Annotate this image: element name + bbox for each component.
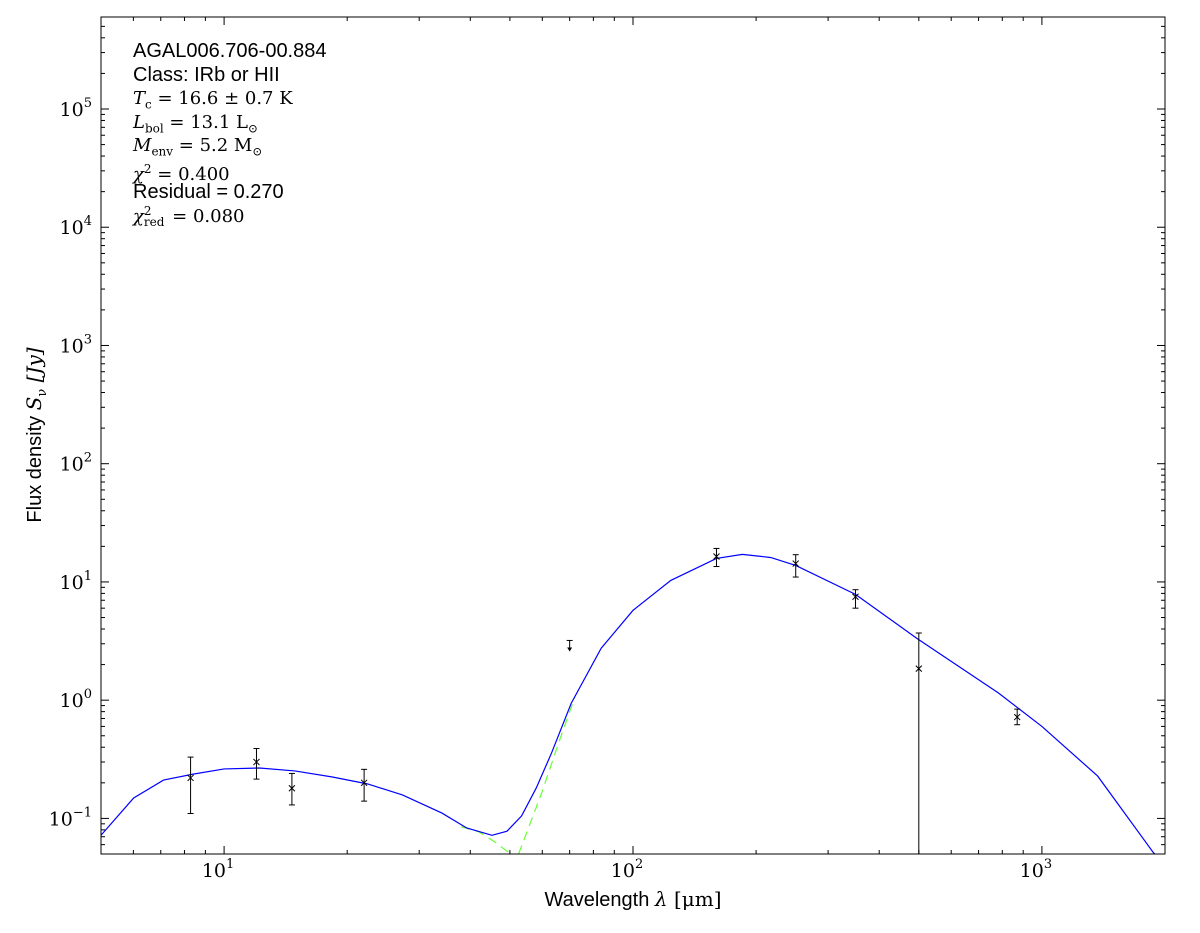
reduced-chi-squared-value: χ 2 red = 0.080 bbox=[133, 203, 245, 229]
model-total-line bbox=[101, 553, 1156, 854]
point-marker bbox=[253, 758, 260, 766]
y-axis-label: Flux density Sν [Jy] bbox=[22, 347, 50, 522]
y-tick-label: 102 bbox=[60, 451, 92, 476]
y-tick-label: 105 bbox=[60, 96, 92, 121]
point-marker bbox=[187, 774, 194, 782]
temperature-value: Tc = 16.6 ± 0.7 K bbox=[133, 88, 293, 112]
data-point bbox=[852, 589, 859, 609]
upper-limit-point bbox=[566, 639, 573, 652]
chi-squared-value: χ2 = 0.400 bbox=[133, 161, 230, 185]
fit-annotations: AGAL006.706-00.884 Class: IRb or HII Tc … bbox=[133, 40, 327, 228]
point-marker bbox=[1013, 713, 1021, 721]
source-name: AGAL006.706-00.884 bbox=[133, 40, 327, 62]
point-marker bbox=[713, 553, 720, 560]
y-tick-label: 101 bbox=[60, 569, 92, 594]
data-point bbox=[792, 554, 800, 578]
point-marker bbox=[792, 560, 800, 567]
model-component-line bbox=[461, 826, 512, 854]
envelope-mass-value: Menv = 5.2 M⊙ bbox=[133, 135, 263, 159]
data-point bbox=[1013, 708, 1021, 726]
plot-area bbox=[101, 17, 1165, 854]
x-tick-label: 103 bbox=[1020, 857, 1052, 882]
source-class: Class: IRb or HII bbox=[133, 63, 280, 86]
data-point bbox=[360, 768, 368, 802]
data-point bbox=[915, 632, 923, 854]
y-tick-label: 100 bbox=[60, 687, 92, 712]
tick-labels: 101 102 103 10−1 100 101 102 103 104 105 bbox=[49, 96, 1053, 882]
axis-ticks bbox=[100, 16, 1166, 855]
x-tick-label: 102 bbox=[611, 857, 643, 882]
y-tick-label: 104 bbox=[60, 214, 92, 239]
residual-value: Residual = 0.270 bbox=[133, 181, 284, 203]
data-point bbox=[187, 756, 194, 815]
y-tick-label: 10−1 bbox=[49, 805, 92, 830]
y-tick-label: 103 bbox=[60, 332, 92, 357]
plot-frame bbox=[100, 16, 1166, 855]
data-point bbox=[713, 547, 720, 568]
model-component-lines bbox=[461, 697, 576, 854]
point-marker bbox=[852, 593, 859, 601]
luminosity-value: Lbol = 13.1 L⊙ bbox=[133, 111, 259, 136]
data-point bbox=[253, 748, 260, 780]
model-component-line bbox=[518, 697, 576, 854]
point-marker bbox=[915, 665, 923, 672]
x-tick-label: 101 bbox=[202, 857, 234, 882]
x-axis-label: Wavelength λ [μm] bbox=[544, 887, 721, 911]
down-arrow-icon bbox=[567, 647, 573, 652]
point-marker bbox=[360, 779, 368, 787]
point-marker bbox=[288, 784, 296, 792]
data-point bbox=[288, 772, 296, 806]
data-points bbox=[187, 547, 1021, 854]
